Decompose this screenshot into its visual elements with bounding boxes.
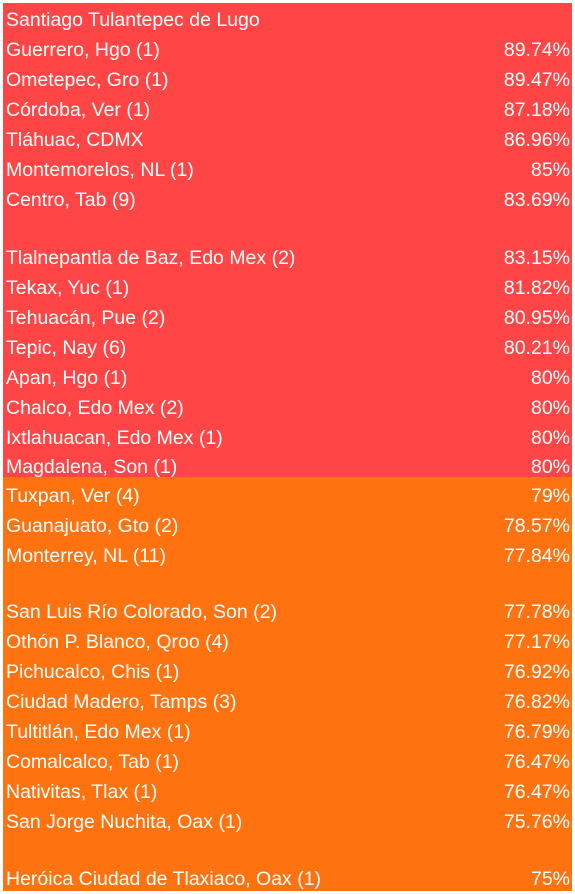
percentage-value: 79% [530,485,570,507]
percentage-value: 80% [530,397,570,419]
table-row: Pichucalco, Chis (1) 76.92% [3,657,572,687]
table-row: Nativitas, Tlax (1) 76.47% [3,777,572,807]
municipality-name: Córdoba, Ver (1) [6,99,151,121]
municipality-name: Apan, Hgo (1) [6,367,128,389]
percentage-value: 76.82% [503,691,570,713]
percentage-value: 89.74% [503,39,570,61]
table-row: Córdoba, Ver (1) 87.18% [3,95,572,125]
municipality-name: Tultitlán, Edo Mex (1) [6,721,191,743]
percentage-value: 77.84% [503,545,570,567]
municipality-name: Chalco, Edo Mex (2) [6,397,184,419]
percentage-value: 81.82% [503,277,570,299]
municipality-name: Ometepec, Gro (1) [6,69,169,91]
table-row: Tekax, Yuc (1) 81.82% [3,273,572,303]
percentage-value: 77.17% [503,631,570,653]
municipality-name: Ixtlahuacan, Edo Mex (1) [6,427,223,449]
mid-range-band [3,477,572,891]
table-row: Tuxpan, Ver (4) 79% [3,481,572,511]
percentage-value: 86.96% [503,129,570,151]
municipality-name: Tuxpan, Ver (4) [6,485,140,507]
percentage-value: 80.21% [503,337,570,359]
municipality-name: San Luis Río Colorado, Son (2) [6,601,277,623]
high-range-band [3,3,572,477]
municipality-name: Monterrey, NL (11) [6,545,167,567]
table-row: Guerrero, Hgo (1) 89.74% [3,35,572,65]
municipality-name: Tepic, Nay (6) [6,337,127,359]
municipality-name: Comalcalco, Tab (1) [6,751,180,773]
table-row: Montemorelos, NL (1) 85% [3,155,572,185]
table-row: Tláhuac, CDMX 86.96% [3,125,572,155]
title-label: Santiago Tulantepec de Lugo [6,9,260,31]
percentage-value: 76.47% [503,781,570,803]
table-row: Centro, Tab (9) 83.69% [3,185,572,215]
percentage-value: 80% [530,367,570,389]
table-row: Tepic, Nay (6) 80.21% [3,333,572,363]
table-row: San Luis Río Colorado, Son (2) 77.78% [3,597,572,627]
percentage-value: 76.92% [503,661,570,683]
table-row: Guanajuato, Gto (2) 78.57% [3,511,572,541]
table-row: Ciudad Madero, Tamps (3) 76.82% [3,687,572,717]
percentage-value: 85% [530,159,570,181]
table-row: Tlalnepantla de Baz, Edo Mex (2) 83.15% [3,243,572,273]
percentage-value: 75% [530,868,570,890]
percentage-value: 76.79% [503,721,570,743]
percentage-value: 83.15% [503,247,570,269]
municipality-name: San Jorge Nuchita, Oax (1) [6,811,243,833]
percentage-value: 80.95% [503,307,570,329]
table-row: Monterrey, NL (11) 77.84% [3,541,572,571]
table-row: Magdalena, Son (1) 80% [3,452,572,482]
title-row: Santiago Tulantepec de Lugo [3,5,572,35]
percentage-value: 87.18% [503,99,570,121]
municipality-name: Heróica Ciudad de Tlaxiaco, Oax (1) [6,868,322,890]
municipality-name: Magdalena, Son (1) [6,456,178,478]
percentage-value: 77.78% [503,601,570,623]
municipality-name: Pichucalco, Chis (1) [6,661,180,683]
municipality-name: Tekax, Yuc (1) [6,277,130,299]
table-row: Ixtlahuacan, Edo Mex (1) 80% [3,423,572,453]
percentage-value: 75.76% [503,811,570,833]
table-row: San Jorge Nuchita, Oax (1) 75.76% [3,807,572,837]
percentage-value: 76.47% [503,751,570,773]
table-row: Apan, Hgo (1) 80% [3,363,572,393]
table-row: Chalco, Edo Mex (2) 80% [3,393,572,423]
table-row: Ometepec, Gro (1) 89.47% [3,65,572,95]
percentage-value: 83.69% [503,189,570,211]
percentage-value: 80% [530,456,570,478]
municipality-name: Tlalnepantla de Baz, Edo Mex (2) [6,247,296,269]
municipality-name: Guanajuato, Gto (2) [6,515,179,537]
municipality-name: Nativitas, Tlax (1) [6,781,158,803]
municipality-name: Centro, Tab (9) [6,189,136,211]
municipality-name: Guerrero, Hgo (1) [6,39,160,61]
table-row: Tehuacán, Pue (2) 80.95% [3,303,572,333]
percentage-value: 80% [530,427,570,449]
table-row: Tultitlán, Edo Mex (1) 76.79% [3,717,572,747]
municipality-name: Montemorelos, NL (1) [6,159,194,181]
municipality-name: Othón P. Blanco, Qroo (4) [6,631,229,653]
percentage-value: 89.47% [503,69,570,91]
municipality-name: Tláhuac, CDMX [6,129,144,151]
percentage-value: 78.57% [503,515,570,537]
ranking-sheet: Santiago Tulantepec de Lugo Guerrero, Hg… [3,3,572,891]
table-row: Othón P. Blanco, Qroo (4) 77.17% [3,627,572,657]
table-row: Comalcalco, Tab (1) 76.47% [3,747,572,777]
municipality-name: Tehuacán, Pue (2) [6,307,166,329]
table-row: Heróica Ciudad de Tlaxiaco, Oax (1) 75% [3,864,572,894]
municipality-name: Ciudad Madero, Tamps (3) [6,691,237,713]
